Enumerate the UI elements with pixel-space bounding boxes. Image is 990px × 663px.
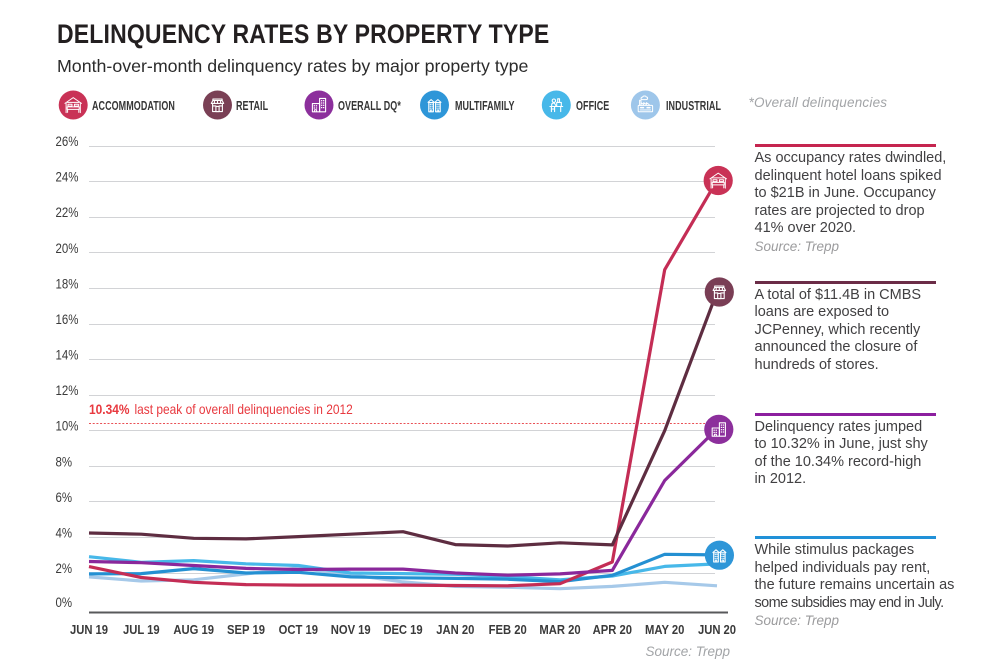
svg-text:14%: 14% <box>56 348 79 363</box>
svg-text:JUL 19: JUL 19 <box>123 622 160 637</box>
svg-text:24%: 24% <box>56 170 79 185</box>
svg-text:20%: 20% <box>56 241 79 256</box>
svg-text:FEB 20: FEB 20 <box>489 622 527 637</box>
svg-text:JUN 20: JUN 20 <box>698 622 736 637</box>
svg-text:OCT 19: OCT 19 <box>279 622 319 637</box>
svg-text:26%: 26% <box>56 134 79 149</box>
svg-text:NOV 19: NOV 19 <box>331 622 371 637</box>
svg-text:4%: 4% <box>56 526 73 541</box>
svg-text:DEC 19: DEC 19 <box>383 622 423 637</box>
svg-text:0%: 0% <box>56 595 73 610</box>
svg-text:JAN 20: JAN 20 <box>436 622 474 637</box>
svg-text:MAR 20: MAR 20 <box>539 622 581 637</box>
svg-text:10.34%: 10.34% <box>89 401 129 417</box>
svg-text:last peak of overall delinquen: last peak of overall delinquencies in 20… <box>135 401 353 417</box>
svg-text:APR 20: APR 20 <box>593 622 633 637</box>
svg-text:6%: 6% <box>56 490 73 505</box>
svg-text:JUN 19: JUN 19 <box>70 622 108 637</box>
svg-text:AUG 19: AUG 19 <box>173 622 214 637</box>
svg-text:2%: 2% <box>56 561 73 576</box>
svg-text:10%: 10% <box>56 419 79 434</box>
svg-text:SEP 19: SEP 19 <box>227 622 265 637</box>
svg-text:22%: 22% <box>56 205 79 220</box>
svg-text:16%: 16% <box>56 312 79 327</box>
svg-text:12%: 12% <box>56 383 79 398</box>
svg-text:18%: 18% <box>56 277 79 292</box>
svg-text:8%: 8% <box>56 454 73 469</box>
svg-text:MAY 20: MAY 20 <box>645 622 685 637</box>
